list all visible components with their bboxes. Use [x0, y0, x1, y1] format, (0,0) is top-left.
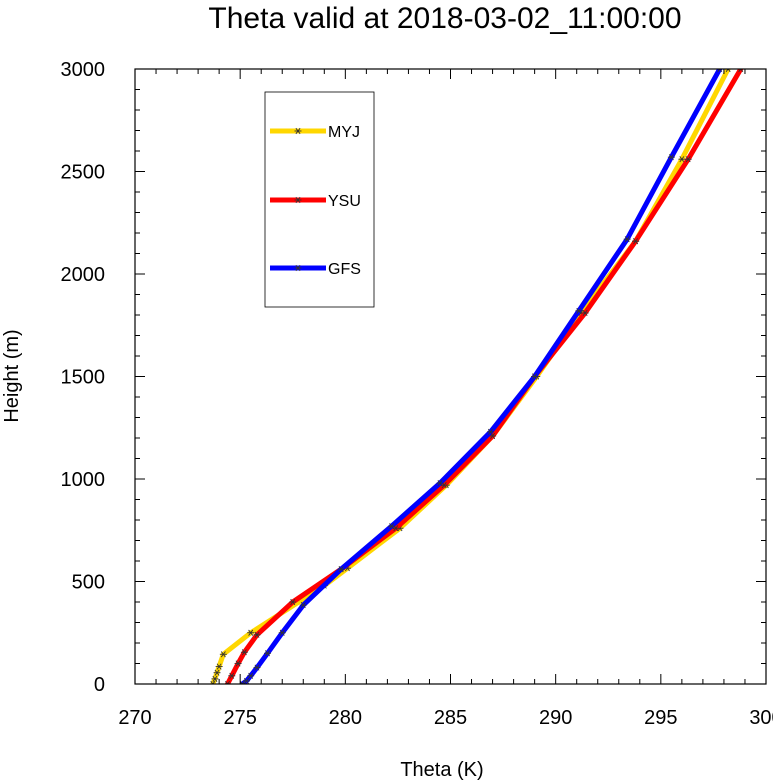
y-axis-label: Height (m) — [1, 329, 23, 422]
data-point-gfs — [278, 629, 286, 636]
data-point-gfs — [531, 373, 539, 380]
series-line-myj — [210, 69, 731, 684]
data-point-myj — [219, 651, 227, 658]
data-point-gfs — [436, 480, 444, 487]
data-point-ysu — [224, 680, 232, 684]
series-gfs — [238, 69, 724, 684]
data-point-ysu — [234, 660, 242, 667]
y-tick-label: 3000 — [61, 59, 106, 81]
data-point-myj — [247, 629, 255, 636]
legend-box — [264, 91, 375, 308]
legend-item-myj: MYJ — [270, 124, 360, 141]
data-point-ysu — [581, 309, 589, 317]
legend: MYJ YSU GFS — [264, 91, 375, 308]
y-tick-label: 2000 — [61, 264, 106, 286]
series-ysu — [224, 69, 745, 684]
data-point-gfs — [623, 236, 631, 243]
data-point-myj — [724, 69, 732, 73]
data-point-myj — [215, 663, 223, 670]
data-point-gfs — [264, 650, 272, 657]
data-point-myj — [213, 669, 221, 676]
series-layer — [209, 69, 745, 684]
data-point-gfs — [667, 154, 675, 161]
y-tick-label: 2500 — [61, 162, 106, 184]
y-tick-label: 0 — [94, 674, 105, 696]
data-point-ysu — [240, 649, 248, 656]
legend-label-myj: MYJ — [328, 124, 360, 141]
data-point-gfs — [388, 523, 396, 530]
data-point-myj — [678, 156, 686, 163]
data-point-gfs — [575, 307, 583, 314]
data-point-gfs — [337, 566, 345, 573]
series-line-gfs — [239, 69, 723, 684]
y-tick-label: 1500 — [61, 367, 106, 389]
data-point-gfs — [247, 672, 255, 679]
data-point-ysu — [737, 69, 745, 73]
data-point-gfs — [716, 69, 724, 73]
data-point-gfs — [238, 680, 246, 684]
x-tick-label: 275 — [223, 707, 256, 729]
x-tick-label: 285 — [434, 707, 467, 729]
data-point-gfs — [486, 428, 494, 435]
y-tick-label: 1000 — [61, 469, 106, 491]
legend-item-ysu: YSU — [270, 193, 361, 210]
series-line-ysu — [225, 69, 744, 684]
legend-item-gfs: GFS — [270, 261, 361, 278]
x-tick-label: 290 — [539, 707, 572, 729]
y-tick-label: 500 — [72, 572, 105, 594]
x-tick-label: 270 — [118, 707, 151, 729]
data-point-gfs — [299, 602, 307, 609]
data-point-gfs — [242, 677, 250, 684]
x-axis-label: Theta (K) — [400, 759, 483, 781]
legend-label-ysu: YSU — [328, 193, 361, 210]
data-point-myj — [211, 675, 219, 682]
x-tick-label: 300 — [749, 707, 773, 729]
axis-ticks: 2702752802852902953000500100015002000250… — [61, 59, 773, 729]
data-point-ysu — [289, 598, 297, 606]
chart-title: Theta valid at 2018-03-02_11:00:00 — [208, 2, 681, 35]
data-point-ysu — [632, 238, 640, 245]
data-point-ysu — [684, 156, 692, 163]
x-tick-label: 295 — [644, 707, 677, 729]
data-point-ysu — [253, 631, 261, 638]
data-point-ysu — [228, 672, 236, 679]
data-point-gfs — [253, 664, 261, 671]
x-tick-label: 280 — [329, 707, 362, 729]
legend-label-gfs: GFS — [328, 261, 361, 278]
data-point-myj — [209, 680, 217, 684]
series-myj — [209, 69, 732, 684]
